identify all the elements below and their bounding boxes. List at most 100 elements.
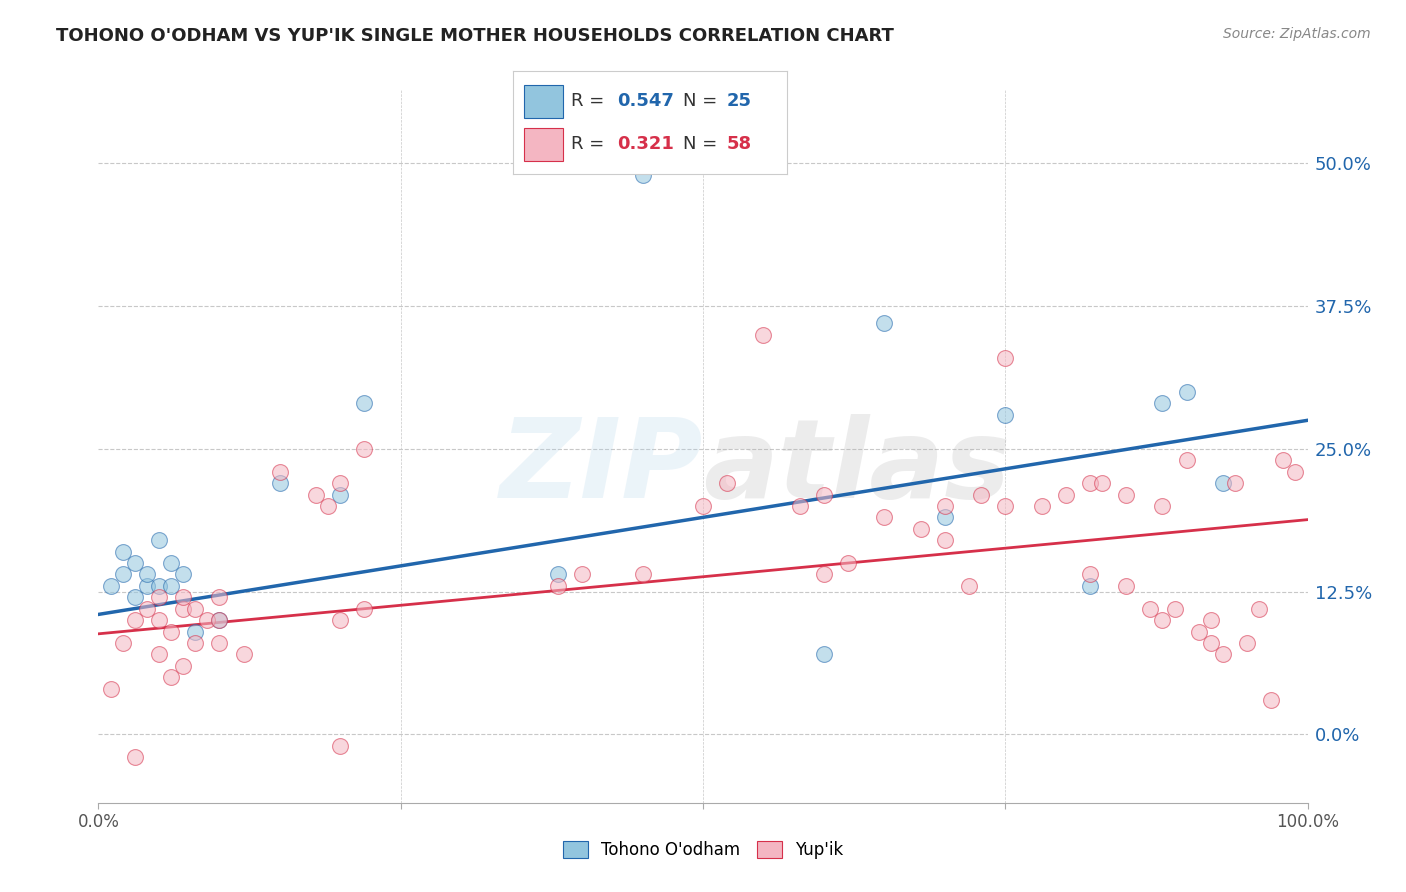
- Point: [353, 442, 375, 456]
- Point: [111, 544, 134, 558]
- Text: R =: R =: [571, 92, 610, 110]
- Point: [957, 579, 980, 593]
- Point: [752, 327, 775, 342]
- Point: [692, 499, 714, 513]
- Point: [910, 522, 932, 536]
- Point: [172, 658, 194, 673]
- Point: [100, 579, 122, 593]
- Point: [813, 487, 835, 501]
- Point: [571, 567, 593, 582]
- Point: [631, 168, 654, 182]
- Point: [1260, 693, 1282, 707]
- Point: [1236, 636, 1258, 650]
- Point: [994, 351, 1017, 365]
- Point: [631, 567, 654, 582]
- Text: Source: ZipAtlas.com: Source: ZipAtlas.com: [1223, 27, 1371, 41]
- Point: [1212, 476, 1234, 491]
- Point: [148, 613, 170, 627]
- Point: [172, 567, 194, 582]
- Point: [172, 601, 194, 615]
- Text: atlas: atlas: [703, 414, 1011, 521]
- Point: [135, 567, 157, 582]
- Point: [269, 476, 291, 491]
- Point: [195, 613, 218, 627]
- Point: [547, 579, 569, 593]
- Point: [305, 487, 328, 501]
- Point: [1284, 465, 1306, 479]
- Point: [934, 510, 956, 524]
- Point: [160, 624, 183, 639]
- Point: [160, 556, 183, 570]
- Point: [329, 476, 352, 491]
- Point: [1054, 487, 1077, 501]
- Point: [1249, 601, 1271, 615]
- Point: [208, 613, 231, 627]
- Point: [135, 601, 157, 615]
- Point: [1175, 384, 1198, 399]
- Point: [135, 579, 157, 593]
- Point: [1078, 476, 1101, 491]
- Point: [813, 648, 835, 662]
- Point: [934, 499, 956, 513]
- Point: [329, 613, 352, 627]
- Point: [269, 465, 291, 479]
- Point: [184, 601, 207, 615]
- Point: [208, 613, 231, 627]
- Point: [1175, 453, 1198, 467]
- Point: [1188, 624, 1211, 639]
- Point: [1031, 499, 1053, 513]
- Point: [316, 499, 339, 513]
- Point: [1199, 613, 1222, 627]
- Point: [1163, 601, 1185, 615]
- Text: 0.547: 0.547: [617, 92, 675, 110]
- Point: [329, 487, 352, 501]
- Point: [1115, 579, 1137, 593]
- Point: [873, 316, 896, 330]
- Point: [148, 648, 170, 662]
- Point: [148, 579, 170, 593]
- Point: [789, 499, 811, 513]
- Point: [1078, 579, 1101, 593]
- Point: [208, 591, 231, 605]
- Point: [160, 579, 183, 593]
- Point: [124, 591, 146, 605]
- Point: [1115, 487, 1137, 501]
- Bar: [524, 85, 562, 118]
- Point: [124, 556, 146, 570]
- Point: [124, 750, 146, 764]
- Point: [1152, 499, 1174, 513]
- Point: [148, 591, 170, 605]
- Point: [970, 487, 993, 501]
- Point: [160, 670, 183, 684]
- Text: 58: 58: [727, 136, 752, 153]
- Point: [1152, 396, 1174, 410]
- Point: [1212, 648, 1234, 662]
- Point: [813, 567, 835, 582]
- Text: N =: N =: [683, 92, 723, 110]
- Point: [1152, 613, 1174, 627]
- Point: [148, 533, 170, 548]
- Point: [716, 476, 738, 491]
- Text: TOHONO O'ODHAM VS YUP'IK SINGLE MOTHER HOUSEHOLDS CORRELATION CHART: TOHONO O'ODHAM VS YUP'IK SINGLE MOTHER H…: [56, 27, 894, 45]
- Text: N =: N =: [683, 136, 723, 153]
- Point: [994, 408, 1017, 422]
- Point: [1272, 453, 1295, 467]
- Text: ZIP: ZIP: [499, 414, 703, 521]
- Legend: Tohono O'odham, Yup'ik: Tohono O'odham, Yup'ik: [555, 834, 851, 866]
- Point: [837, 556, 859, 570]
- Point: [184, 624, 207, 639]
- Point: [208, 636, 231, 650]
- Bar: [524, 128, 562, 161]
- Point: [1078, 567, 1101, 582]
- Point: [172, 591, 194, 605]
- Point: [1223, 476, 1246, 491]
- Text: 25: 25: [727, 92, 752, 110]
- Point: [873, 510, 896, 524]
- Point: [934, 533, 956, 548]
- Point: [232, 648, 254, 662]
- Point: [329, 739, 352, 753]
- Text: 0.321: 0.321: [617, 136, 675, 153]
- Point: [1139, 601, 1161, 615]
- Point: [994, 499, 1017, 513]
- Point: [111, 567, 134, 582]
